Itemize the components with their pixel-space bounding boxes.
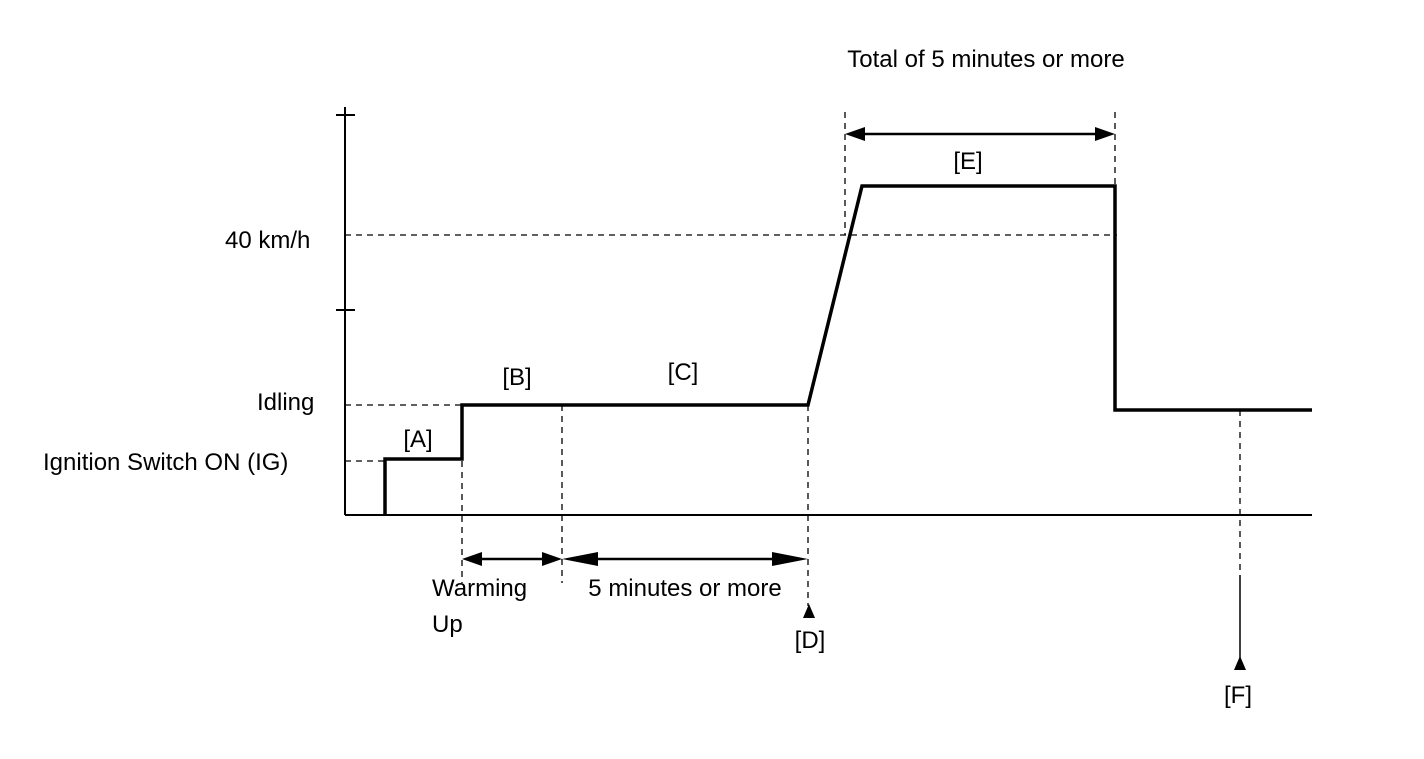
axes — [336, 107, 1312, 516]
phase-e-label: [E] — [953, 148, 982, 175]
arrow-head-left — [462, 552, 482, 566]
total-five-minutes-label: Total of 5 minutes or more — [847, 46, 1124, 73]
speed-level-label: 40 km/h — [225, 227, 310, 254]
phase-b-label: [B] — [502, 364, 531, 391]
phase-c-label: [C] — [668, 359, 699, 386]
marker-d-pointer — [803, 604, 815, 618]
arrow-head-right — [772, 552, 808, 566]
warming-label-line1: Warming — [432, 575, 527, 602]
marker-d — [803, 604, 815, 618]
marker-f-label: [F] — [1224, 682, 1252, 709]
ignition-level-label: Ignition Switch ON (IG) — [43, 449, 288, 476]
five-minutes-dimension — [562, 552, 808, 566]
arrow-head-left — [562, 552, 598, 566]
marker-f — [1234, 575, 1246, 670]
arrow-head-right — [1095, 127, 1115, 141]
arrow-head-right — [542, 552, 562, 566]
marker-f-pointer — [1234, 656, 1246, 670]
speed-trace — [383, 184, 1312, 515]
idling-level-label: Idling — [257, 389, 314, 416]
warming-label-line2: Up — [432, 611, 463, 638]
total-five-minutes-dimension — [845, 127, 1115, 141]
warming-up-dimension — [462, 552, 562, 566]
arrow-head-left — [845, 127, 865, 141]
five-minutes-label: 5 minutes or more — [588, 575, 781, 602]
phase-a-label: [A] — [403, 426, 432, 453]
marker-d-label: [D] — [795, 627, 826, 654]
